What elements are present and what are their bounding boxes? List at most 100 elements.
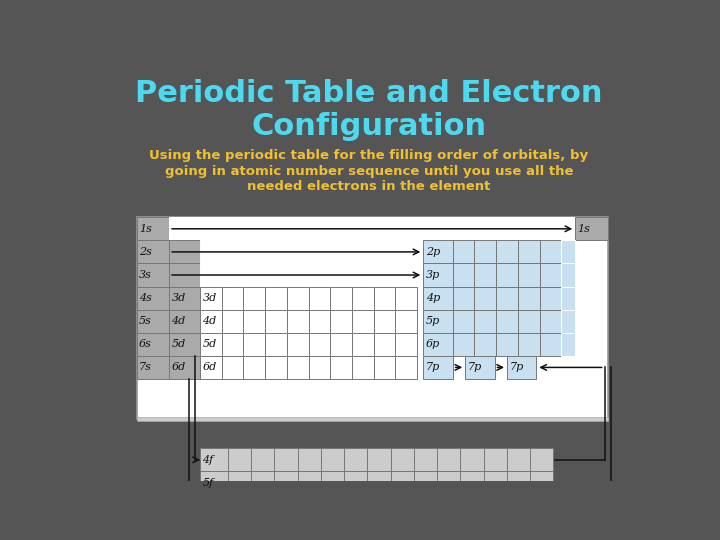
Bar (423, 287, 453, 309)
Bar (243, 333, 265, 356)
Bar (137, 264, 169, 287)
Bar (530, 471, 554, 495)
Bar (228, 471, 251, 495)
Bar (395, 287, 417, 309)
Bar (507, 356, 536, 379)
Text: 7p: 7p (426, 362, 440, 373)
Text: 3d: 3d (171, 293, 186, 303)
Bar (374, 287, 395, 309)
Bar (423, 309, 453, 333)
Bar (507, 448, 530, 471)
Bar (169, 309, 200, 333)
Bar (330, 287, 352, 309)
Bar (287, 309, 309, 333)
Bar (137, 287, 169, 309)
Text: 4f: 4f (202, 455, 214, 465)
Bar (423, 333, 453, 356)
Bar (453, 309, 474, 333)
Bar (200, 309, 230, 333)
Text: Using the periodic table for the filling order of orbitals, by
going in atomic n: Using the periodic table for the filling… (150, 150, 588, 192)
Bar (374, 309, 395, 333)
Bar (367, 471, 391, 495)
Bar (474, 264, 496, 287)
Bar (287, 287, 309, 309)
Bar (453, 333, 474, 356)
Bar (287, 333, 309, 356)
Bar (344, 448, 367, 471)
Bar (518, 333, 539, 356)
Bar (243, 287, 265, 309)
Bar (453, 287, 474, 309)
Bar (518, 264, 539, 287)
Text: 3s: 3s (139, 270, 152, 280)
Bar (465, 356, 495, 379)
Text: 3d: 3d (202, 293, 217, 303)
Bar (395, 309, 417, 333)
Text: 5p: 5p (426, 316, 440, 326)
Text: 5d: 5d (202, 339, 217, 349)
Bar (539, 333, 561, 356)
Bar (518, 287, 539, 309)
Bar (169, 240, 200, 264)
Bar (265, 287, 287, 309)
Bar (344, 471, 367, 495)
Bar (169, 217, 575, 240)
Bar (228, 448, 251, 471)
Bar (222, 287, 243, 309)
Bar (200, 471, 228, 495)
Bar (330, 333, 352, 356)
Bar (251, 471, 274, 495)
Bar (321, 448, 344, 471)
Bar (496, 240, 518, 264)
Bar (137, 217, 169, 240)
Bar (137, 356, 169, 379)
Text: 7p: 7p (509, 362, 523, 373)
Text: 6d: 6d (202, 362, 217, 373)
Text: 4p: 4p (426, 293, 440, 303)
Bar (200, 240, 423, 264)
Bar (330, 309, 352, 333)
Bar (200, 287, 230, 309)
Bar (474, 333, 496, 356)
Bar (453, 240, 474, 264)
Bar (309, 356, 330, 379)
Text: 4d: 4d (202, 316, 217, 326)
Bar (287, 356, 309, 379)
Bar (474, 287, 496, 309)
Bar (200, 264, 423, 287)
Bar (352, 356, 374, 379)
Bar (274, 471, 297, 495)
Bar (222, 333, 243, 356)
Bar (297, 448, 321, 471)
Bar (530, 448, 554, 471)
Bar (474, 309, 496, 333)
Bar (352, 287, 374, 309)
Bar (507, 471, 530, 495)
Bar (561, 264, 575, 287)
Bar (496, 333, 518, 356)
Bar (352, 309, 374, 333)
Bar (414, 471, 437, 495)
Bar (199, 447, 555, 497)
Bar (251, 448, 274, 471)
Bar (395, 333, 417, 356)
Bar (374, 333, 395, 356)
Text: 6s: 6s (139, 339, 152, 349)
Bar (222, 356, 243, 379)
Bar (265, 356, 287, 379)
Bar (137, 309, 169, 333)
Bar (414, 448, 437, 471)
Text: 4s: 4s (139, 293, 152, 303)
Text: 1s: 1s (139, 224, 152, 234)
Bar (352, 333, 374, 356)
Bar (169, 287, 200, 309)
Bar (222, 309, 243, 333)
Bar (297, 471, 321, 495)
Bar (423, 240, 453, 264)
Bar (395, 356, 417, 379)
Bar (561, 309, 575, 333)
Bar (423, 264, 453, 287)
Bar (484, 471, 507, 495)
Bar (309, 309, 330, 333)
Bar (391, 448, 414, 471)
